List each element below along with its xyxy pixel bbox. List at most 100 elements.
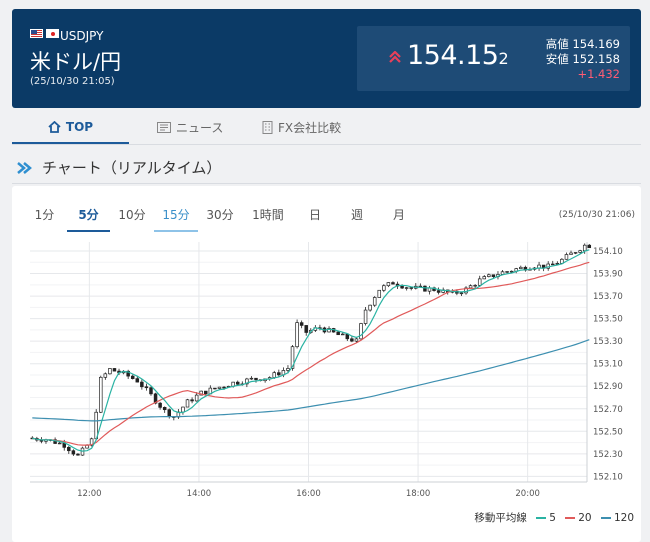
chart-legend: 移動平均線 5 20 120 [474,510,634,525]
candle-body [573,252,578,254]
candle-body [473,284,477,287]
candle-body [491,274,496,278]
candle-body [89,438,94,446]
y-tick-label: 153.70 [593,292,623,302]
candle-body [336,331,340,336]
x-tick-label: 18:00 [406,489,431,499]
rate-timestamp: (25/10/30 21:05) [30,76,115,87]
candle-body [487,274,491,277]
candle-body [67,447,71,452]
y-tick-label: 154.10 [593,247,623,257]
candle-body [477,278,482,286]
candle-body [162,407,167,411]
section-divider [12,183,641,184]
tab-news[interactable]: ニュース [157,112,223,142]
candle-body [130,375,135,379]
high-low: 高値 154.169 安値 152.158 +1.432 [546,37,620,82]
range-day[interactable]: 日 [308,208,321,222]
ma20-line [32,261,590,446]
legend-ma5: 5 [532,512,556,524]
candle-body [53,439,57,444]
legend-ma120-label: 120 [613,511,634,524]
rate-main: 154.15 [407,40,499,71]
newspaper-icon [157,121,171,133]
candle-body [194,394,199,402]
candle-body [409,287,413,289]
legend-ma5-label: 5 [549,511,556,524]
range-5min[interactable]: 5分 [67,205,110,232]
candle-body [222,386,226,389]
candle-body [149,387,153,395]
range-1hour[interactable]: 1時間 [252,208,284,222]
candle-body [505,271,509,273]
up-arrow-icon [389,50,401,66]
candle-body [368,304,372,311]
pair-name: 米ドル/円 [30,50,122,74]
candle-body [569,252,573,255]
candle-body [578,250,582,253]
candle-body [108,368,112,375]
candle-body [464,287,468,294]
candle-body [153,393,158,404]
candle-body [286,368,290,371]
y-tick-label: 152.50 [593,427,623,437]
tab-fx-compare[interactable]: FX会社比較 [262,112,341,142]
candle-body [404,287,409,289]
legend-ma120: 120 [597,512,634,524]
x-tick-label: 14:00 [187,489,212,499]
y-tick-label: 152.90 [593,382,623,392]
section-title: チャート（リアルタイム） [42,159,222,177]
current-rate: 154.152 [407,40,509,71]
candle-body [126,370,130,377]
candle-body [135,378,140,383]
candle-body [290,346,295,369]
candle-body [587,244,592,249]
candle-body [217,386,222,389]
candle-body [167,409,172,417]
section-heading: チャート（リアルタイム） [16,157,221,178]
candle-body [363,309,368,324]
range-15min[interactable]: 15分 [154,205,198,232]
candle-body [423,285,427,292]
candle-body [304,325,308,333]
candle-body [582,244,587,252]
tab-label-fx-compare: FX会社比較 [278,120,342,135]
tab-top[interactable]: TOP [12,112,129,144]
candle-body [249,377,254,380]
candle-body [386,282,391,287]
candle-body [112,368,117,372]
change-value: +1.432 [577,67,620,81]
range-10min[interactable]: 10分 [118,208,146,222]
rate-box: 154.152 高値 154.169 安値 152.158 +1.432 [357,26,630,91]
candle-body [459,292,464,295]
double-chevron-icon [17,161,32,174]
main-tabs: TOP ニュース FX会社比較 [12,112,641,145]
candle-body [204,390,208,395]
y-tick-label: 152.10 [593,472,623,482]
building-icon [262,120,273,134]
currency-flags [30,29,59,38]
candle-body [254,377,258,381]
candle-body [377,289,382,298]
range-30min[interactable]: 30分 [206,208,234,222]
candle-body [190,399,194,402]
price-chart[interactable]: 154.10 153.90 153.70 153.50 153.30 153.10 152.… [22,238,632,503]
range-month[interactable]: 月 [392,208,405,222]
candle-body [519,266,523,270]
candle-body [468,285,473,289]
range-week[interactable]: 週 [350,208,363,222]
legend-ma20: 20 [561,512,592,524]
candle-body [185,399,190,408]
ma120-line [32,339,590,422]
high-label: 高値 [545,37,569,51]
y-tick-label: 153.50 [593,315,623,325]
candle-body [144,386,149,389]
y-tick-label: 152.30 [593,450,623,460]
candle-body [103,373,108,378]
candle-body [99,376,103,413]
low-label: 安値 [545,52,569,66]
range-1min[interactable]: 1分 [34,208,55,222]
candle-body [213,387,217,390]
y-tick-label: 153.90 [593,270,623,280]
candle-body [340,333,345,336]
